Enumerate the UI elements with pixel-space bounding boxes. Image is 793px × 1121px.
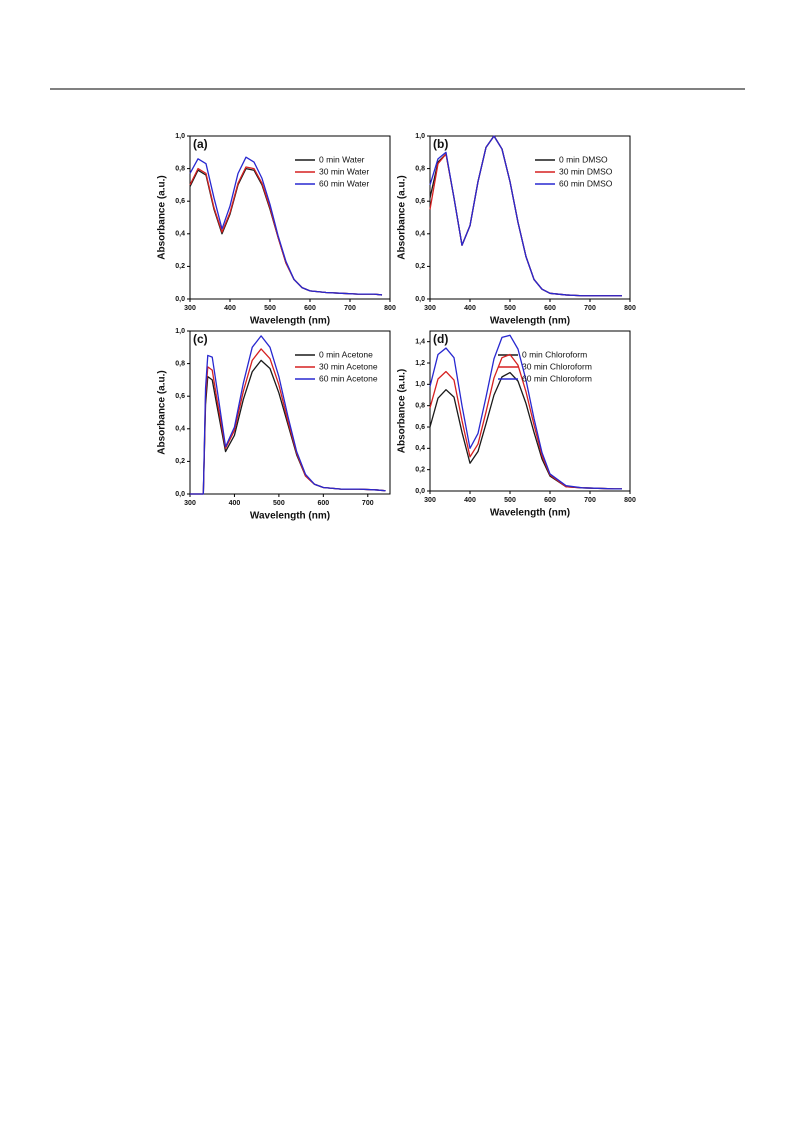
y-tick-label: 0,2 bbox=[415, 467, 425, 474]
x-tick-label: 500 bbox=[504, 305, 516, 312]
y-tick-label: 0,4 bbox=[415, 231, 425, 238]
y-tick-label: 1,0 bbox=[175, 133, 185, 140]
y-tick-label: 0,8 bbox=[175, 360, 185, 367]
x-axis-label: Wavelength (nm) bbox=[250, 316, 330, 327]
x-tick-label: 500 bbox=[264, 305, 276, 312]
y-tick-label: 0,4 bbox=[175, 231, 185, 238]
panel-label: (d) bbox=[433, 332, 448, 346]
legend-label: 60 min Acetone bbox=[319, 373, 378, 383]
y-tick-label: 1,2 bbox=[415, 360, 425, 367]
legend-label: 0 min Acetone bbox=[319, 349, 373, 359]
plot-frame bbox=[429, 330, 631, 492]
y-tick-label: 0,2 bbox=[175, 458, 185, 465]
y-tick-label: 0,0 bbox=[175, 491, 185, 498]
y-tick-label: 0,4 bbox=[175, 426, 185, 433]
legend-label: 0 min DMSO bbox=[559, 154, 608, 164]
series-line bbox=[429, 334, 622, 490]
y-tick-label: 0,0 bbox=[415, 296, 425, 303]
panel-label: (a) bbox=[193, 137, 208, 151]
x-tick-label: 300 bbox=[424, 497, 436, 504]
plot-frame bbox=[429, 135, 631, 300]
y-tick-label: 0,0 bbox=[175, 296, 185, 303]
x-tick-label: 800 bbox=[624, 497, 636, 504]
x-tick-label: 500 bbox=[273, 500, 285, 507]
y-tick-label: 0,8 bbox=[175, 165, 185, 172]
y-tick-label: 1,0 bbox=[175, 328, 185, 335]
y-tick-label: 1,0 bbox=[415, 133, 425, 140]
y-axis-label: Absorbance (a.u.) bbox=[157, 175, 168, 259]
y-tick-label: 0,0 bbox=[415, 488, 425, 495]
x-tick-label: 300 bbox=[424, 305, 436, 312]
x-tick-label: 300 bbox=[184, 500, 196, 507]
x-tick-label: 400 bbox=[464, 305, 476, 312]
y-tick-label: 1,4 bbox=[415, 339, 425, 346]
x-tick-label: 400 bbox=[229, 500, 241, 507]
legend-label: 30 min DMSO bbox=[559, 166, 613, 176]
y-tick-label: 1,0 bbox=[415, 381, 425, 388]
y-axis-label: Absorbance (a.u.) bbox=[397, 369, 408, 453]
y-tick-label: 0,2 bbox=[175, 263, 185, 270]
x-tick-label: 400 bbox=[464, 497, 476, 504]
legend-label: 60 min Water bbox=[319, 178, 369, 188]
legend-label: 60 min DMSO bbox=[559, 178, 613, 188]
series-line bbox=[189, 156, 383, 296]
x-tick-label: 700 bbox=[362, 500, 374, 507]
x-tick-label: 800 bbox=[384, 305, 396, 312]
y-tick-label: 0,6 bbox=[175, 198, 185, 205]
x-tick-label: 700 bbox=[584, 497, 596, 504]
x-tick-label: 500 bbox=[504, 497, 516, 504]
y-tick-label: 0,4 bbox=[415, 445, 425, 452]
y-tick-label: 0,6 bbox=[175, 393, 185, 400]
y-tick-label: 0,6 bbox=[415, 198, 425, 205]
x-tick-label: 600 bbox=[317, 500, 329, 507]
x-axis-label: Wavelength (nm) bbox=[490, 316, 570, 327]
y-axis-label: Absorbance (a.u.) bbox=[157, 370, 168, 454]
x-tick-label: 600 bbox=[304, 305, 316, 312]
x-tick-label: 800 bbox=[624, 305, 636, 312]
x-tick-label: 400 bbox=[224, 305, 236, 312]
x-tick-label: 700 bbox=[344, 305, 356, 312]
panel-label: (c) bbox=[193, 332, 208, 346]
x-tick-label: 600 bbox=[544, 305, 556, 312]
x-tick-label: 700 bbox=[584, 305, 596, 312]
legend-label: 30 min Water bbox=[319, 166, 369, 176]
series-line bbox=[429, 135, 622, 297]
panel-label: (b) bbox=[433, 137, 448, 151]
y-tick-label: 0,8 bbox=[415, 403, 425, 410]
y-tick-label: 0,6 bbox=[415, 424, 425, 431]
x-axis-label: Wavelength (nm) bbox=[490, 508, 570, 519]
legend-label: 30 min Chloroform bbox=[522, 361, 592, 371]
x-axis-label: Wavelength (nm) bbox=[250, 511, 330, 522]
plot-frame bbox=[189, 330, 391, 495]
y-tick-label: 0,2 bbox=[415, 263, 425, 270]
series-line bbox=[190, 335, 386, 495]
plot-frame bbox=[189, 135, 391, 300]
legend-label: 0 min Water bbox=[319, 154, 365, 164]
legend-label: 30 min Acetone bbox=[319, 361, 378, 371]
y-tick-label: 0,8 bbox=[415, 165, 425, 172]
x-tick-label: 300 bbox=[184, 305, 196, 312]
legend-label: 0 min Chloroform bbox=[522, 349, 587, 359]
x-tick-label: 600 bbox=[544, 497, 556, 504]
legend-label: 60 min Chloroform bbox=[522, 373, 592, 383]
y-axis-label: Absorbance (a.u.) bbox=[397, 175, 408, 259]
